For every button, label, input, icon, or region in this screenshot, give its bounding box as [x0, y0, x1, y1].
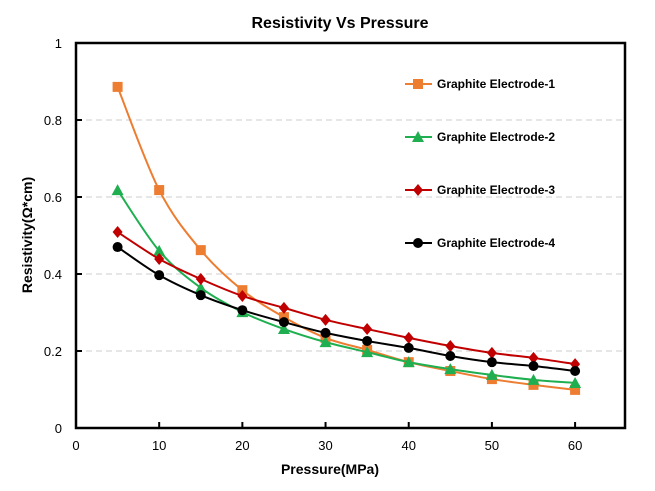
x-tick-label: 10 — [152, 438, 166, 453]
legend-label: Graphite Electrode-3 — [437, 183, 555, 197]
y-tick-label: 0.2 — [44, 344, 62, 359]
x-tick-label: 50 — [485, 438, 499, 453]
data-point-circle — [528, 361, 539, 372]
data-point-diamond — [278, 301, 289, 314]
data-point-diamond — [445, 339, 456, 352]
data-point-circle — [570, 366, 581, 377]
data-point-circle — [112, 242, 123, 253]
data-point-triangle — [111, 184, 124, 196]
series-3 — [112, 226, 581, 371]
data-point-triangle — [412, 131, 424, 142]
data-point-triangle — [194, 281, 207, 293]
data-point-square — [154, 185, 165, 196]
data-point-diamond — [112, 226, 123, 239]
data-point-square — [278, 312, 289, 323]
y-tick-label: 0.8 — [44, 113, 62, 128]
data-point-square — [570, 384, 581, 395]
data-point-circle — [362, 335, 373, 346]
data-point-triangle — [319, 336, 332, 348]
x-tick-label: 0 — [72, 438, 79, 453]
data-point-circle — [237, 305, 248, 316]
data-point-triangle — [277, 323, 290, 335]
data-point-diamond — [154, 252, 165, 265]
legend-item: Graphite Electrode-1 — [405, 77, 555, 91]
data-point-diamond — [362, 323, 373, 336]
data-point-triangle — [569, 376, 582, 388]
data-point-circle — [403, 342, 414, 353]
legend-item: Graphite Electrode-4 — [405, 236, 555, 250]
y-tick-label: 0.6 — [44, 190, 62, 205]
x-tick-label: 30 — [318, 438, 332, 453]
data-point-triangle — [361, 346, 374, 358]
data-point-diamond — [237, 289, 248, 302]
data-point-triangle — [444, 363, 457, 375]
data-point-square — [112, 81, 123, 92]
data-point-diamond — [486, 346, 497, 359]
x-tick-label: 20 — [235, 438, 249, 453]
x-axis-label: Pressure(MPa) — [281, 461, 379, 477]
x-tick-label: 40 — [401, 438, 415, 453]
data-point-square — [413, 79, 423, 89]
data-point-square — [528, 379, 539, 390]
data-point-triangle — [402, 356, 415, 368]
legend-label: Graphite Electrode-4 — [437, 236, 555, 250]
data-point-circle — [320, 327, 331, 338]
data-point-diamond — [320, 313, 331, 326]
legend-item: Graphite Electrode-3 — [405, 183, 555, 197]
legend-label: Graphite Electrode-1 — [437, 77, 555, 91]
series-2 — [111, 184, 582, 388]
data-point-circle — [486, 357, 497, 368]
data-point-diamond — [195, 273, 206, 286]
y-axis-label: Resistivity(Ω*cm) — [19, 177, 35, 293]
data-point-triangle — [485, 368, 498, 380]
data-point-triangle — [527, 373, 540, 385]
plot-frame — [74, 41, 627, 430]
legend-item: Graphite Electrode-2 — [405, 130, 555, 144]
data-point-triangle — [153, 244, 166, 256]
data-point-diamond — [403, 331, 414, 344]
series-4 — [112, 242, 581, 377]
legend-label: Graphite Electrode-2 — [437, 130, 555, 144]
data-point-circle — [413, 238, 423, 248]
series-line — [117, 246, 576, 373]
chart-title: Resistivity Vs Pressure — [252, 15, 429, 32]
y-tick-label: 0 — [55, 421, 62, 436]
data-point-circle — [278, 317, 289, 328]
data-point-diamond — [413, 184, 423, 196]
data-point-circle — [445, 351, 456, 362]
data-point-square — [195, 245, 206, 256]
data-point-diamond — [528, 351, 539, 364]
y-tick-label: 1 — [55, 36, 62, 51]
data-point-circle — [154, 270, 165, 281]
x-tick-label: 60 — [568, 438, 582, 453]
y-tick-label: 0.4 — [44, 267, 62, 282]
data-point-circle — [195, 290, 206, 301]
